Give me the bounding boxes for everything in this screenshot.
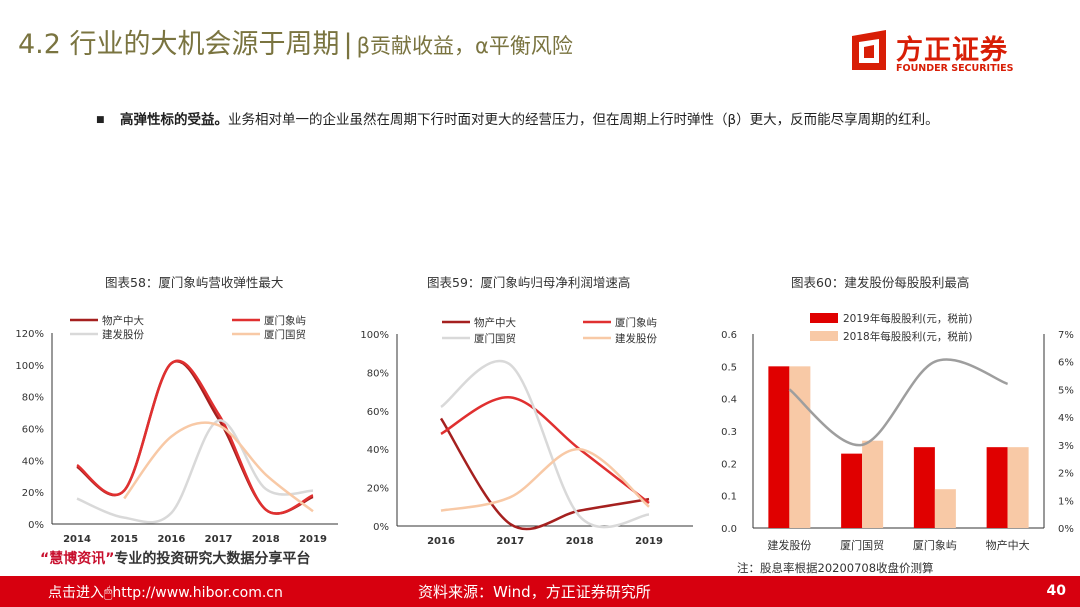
chart58-y-tick: 120% — [15, 329, 44, 340]
chart60-x-tick: 物产中大 — [986, 538, 1030, 552]
chart60-bar — [768, 366, 790, 528]
chart59-legend-label: 厦门象屿 — [615, 316, 657, 329]
bullet-bold: 高弹性标的受益。 — [120, 112, 228, 128]
chart58-series-line — [76, 359, 314, 515]
chart58-x-tick: 2016 — [157, 534, 185, 545]
ad-quote-close: ” — [105, 551, 115, 567]
footer-bar: 点击进入🖱http://www.hibor.com.cn 资料来源：Wind，方… — [0, 576, 1080, 607]
chart58-legend-label: 厦门国贸 — [264, 328, 306, 341]
chart58-legend-label: 物产中大 — [102, 314, 144, 327]
chart59-series-line — [440, 359, 650, 529]
chart60-y2-tick: 7% — [1058, 330, 1074, 341]
chart60-x-tick: 厦门国贸 — [840, 538, 884, 552]
ad-quote-open: “ — [40, 551, 50, 567]
chart58-legend-label: 建发股份 — [102, 328, 144, 341]
chart60-y-tick: 0.1 — [721, 492, 737, 503]
chart59-legend-label: 物产中大 — [474, 316, 516, 329]
chart59-y-tick: 80% — [367, 368, 389, 379]
chart58-title: 图表58：厦门象屿营收弹性最大 — [105, 275, 284, 290]
chart59-x-tick: 2019 — [635, 536, 663, 547]
title-main: 4.2 行业的大机会源于周期 — [18, 29, 340, 60]
bullet-point: ■ 高弹性标的受益。业务相对单一的企业虽然在周期下行时面对更大的经营压力，但在周… — [96, 110, 966, 130]
chart59-y-tick: 100% — [360, 330, 389, 341]
chart60-bar — [1007, 447, 1029, 528]
chart60-bar — [841, 453, 863, 528]
ad-highlight: 慧博资讯 — [49, 551, 106, 567]
chart60-legend-swatch — [810, 313, 838, 323]
chart60-x-tick: 厦门象屿 — [913, 538, 957, 552]
chart58-x-tick: 2018 — [252, 534, 280, 545]
chart59-series-line — [440, 447, 650, 512]
chart59-y-tick: 0% — [373, 522, 389, 533]
title-subtitle: β贡献收益，α平衡风险 — [356, 34, 573, 58]
chart59-legend-label: 厦门国贸 — [474, 332, 516, 345]
bullet-text: 业务相对单一的企业虽然在周期下行时面对更大的经营压力，但在周期上行时弹性（β）更… — [228, 112, 939, 128]
chart58-x-tick: 2019 — [299, 534, 327, 545]
chart60-y-tick: 0.5 — [721, 362, 737, 373]
chart60-y2-tick: 1% — [1058, 496, 1074, 507]
chart58-y-tick: 0% — [28, 520, 44, 531]
chart58-x-tick: 2015 — [110, 534, 138, 545]
chart60-y-tick: 0.3 — [721, 427, 737, 438]
chart60-y2-tick: 2% — [1058, 469, 1074, 480]
chart58-x-tick: 2014 — [63, 534, 91, 545]
chart60-y-tick: 0.4 — [721, 395, 737, 406]
chart60-y2-tick: 4% — [1058, 413, 1074, 424]
chart60-y2-tick: 6% — [1058, 358, 1074, 369]
footer-source: 资料来源：Wind，方正证券研究所 — [418, 583, 651, 601]
chart-note: 注：股息率根据20200708收盘价测算 — [737, 561, 934, 575]
logo-cn: 方正证券 — [896, 35, 1008, 66]
founder-logo: 方正证券 FOUNDER SECURITIES — [850, 30, 1030, 78]
chart58-y-tick: 40% — [22, 456, 44, 467]
ad-text: 专业的投资研究大数据分享平台 — [114, 551, 311, 567]
hibor-ad: “慧博资讯”专业的投资研究大数据分享平台 — [40, 548, 310, 568]
chart60-y2-tick: 0% — [1058, 524, 1074, 535]
chart58-series-line — [76, 360, 314, 515]
chart58-legend-label: 厦门象屿 — [264, 314, 306, 327]
chart58-y-tick: 60% — [22, 425, 44, 436]
logo-en: FOUNDER SECURITIES — [896, 63, 1014, 74]
chart60-y-tick: 0.2 — [721, 459, 737, 470]
chart60-legend-label: 2019年每股股利(元，税前) — [843, 312, 972, 325]
chart59-x-tick: 2016 — [427, 536, 455, 547]
chart59-legend-label: 建发股份 — [615, 332, 657, 345]
chart60-y2-tick: 5% — [1058, 385, 1074, 396]
chart58-y-tick: 80% — [22, 393, 44, 404]
bullet-icon: ■ — [96, 115, 105, 125]
chart60-yield-line — [788, 358, 1009, 447]
founder-logo-icon — [852, 30, 886, 70]
page-title: 4.2 行业的大机会源于周期 | β贡献收益，α平衡风险 — [18, 22, 573, 61]
chart60-y-tick: 0.6 — [721, 330, 737, 341]
chart60-title: 图表60：建发股份每股股利最高 — [791, 275, 970, 290]
chart59-series-line — [439, 417, 650, 531]
chart59-y-tick: 20% — [367, 484, 389, 495]
chart58-series-line — [123, 421, 314, 513]
chart60-x-tick: 建发股份 — [767, 538, 811, 552]
chart59-x-tick: 2017 — [496, 536, 524, 547]
chart60-bar — [934, 489, 956, 528]
chart58-series-line — [76, 419, 314, 524]
chart60-y2-tick: 3% — [1058, 441, 1074, 452]
chart60-legend-label: 2018年每股股利(元，税前) — [843, 330, 972, 343]
page-number: 40 — [1046, 583, 1066, 599]
chart58-y-tick: 100% — [15, 361, 44, 372]
chart60-bar — [986, 447, 1008, 528]
chart60-bar — [913, 447, 935, 528]
chart60: 0.0 0.1 0.2 0.3 0.4 0.5 0.6 0% 1% 2% 3% 4% 5% 6% 7% 建发股… — [721, 312, 1074, 552]
title-separator: | — [343, 29, 353, 60]
chart59-series-line — [440, 396, 650, 504]
chart59-y-tick: 40% — [367, 445, 389, 456]
chart58-x-tick: 2017 — [205, 534, 233, 545]
chart60-y-tick: 0.0 — [721, 524, 737, 535]
chart59-title: 图表59：厦门象屿归母净利润增速高 — [427, 275, 631, 290]
chart60-legend-swatch — [810, 331, 838, 341]
chart58: 0% 20% 40% 60% 80% 100% 120% 2014 2015 2016 2017 20… — [15, 314, 338, 545]
chart60-bar — [862, 440, 884, 528]
chart59-x-tick: 2018 — [566, 536, 594, 547]
footer-link[interactable]: 点击进入🖱http://www.hibor.com.cn — [48, 585, 283, 601]
chart58-y-tick: 20% — [22, 488, 44, 499]
chart59-y-tick: 60% — [367, 407, 389, 418]
